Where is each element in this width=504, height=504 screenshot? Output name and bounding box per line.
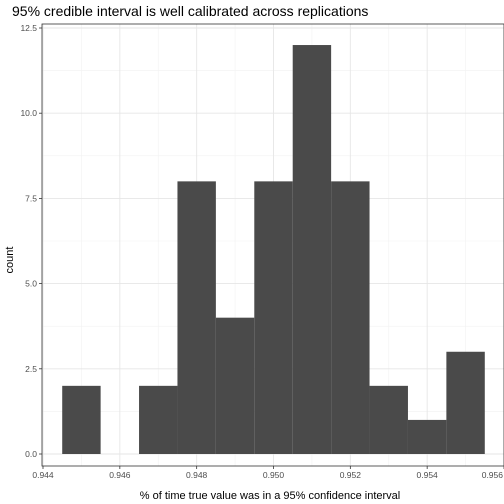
histogram-bars [62,45,485,455]
y-tick-label: 0.0 [25,449,37,459]
x-tick-label: 0.946 [109,470,131,480]
y-axis-ticks: 0.0 2.5 5.0 7.5 10.0 12.5 [20,23,42,459]
histogram-bar [254,181,293,455]
histogram-bar [407,419,447,454]
plot-area [41,23,504,467]
x-axis-ticks: 0.944 0.946 0.948 0.950 0.952 0.954 0.956 [32,466,504,480]
x-axis-label: % of time true value was in a 95% confid… [140,490,400,502]
x-tick-label: 0.952 [340,470,362,480]
histogram-bar [369,385,408,454]
histogram-bar [331,181,370,455]
y-tick-label: 5.0 [25,279,37,289]
histogram-bar [177,181,216,455]
histogram-bar [62,385,101,454]
histogram-bar [215,317,255,454]
x-tick-label: 0.950 [263,470,285,480]
y-tick-label: 2.5 [25,364,37,374]
y-tick-label: 12.5 [20,23,37,33]
x-tick-label: 0.954 [417,470,439,480]
y-tick-label: 7.5 [25,193,37,203]
panel-border [41,23,504,467]
x-tick-label: 0.944 [32,470,54,480]
histogram-bar [292,45,332,454]
histogram-bar [139,385,178,454]
x-tick-label: 0.948 [186,470,208,480]
chart-title: 95% credible interval is well calibrated… [12,3,368,19]
x-tick-label: 0.956 [482,470,504,480]
y-axis-label: count [4,247,16,274]
y-tick-label: 10.0 [20,108,37,118]
histogram-bar [446,351,485,454]
